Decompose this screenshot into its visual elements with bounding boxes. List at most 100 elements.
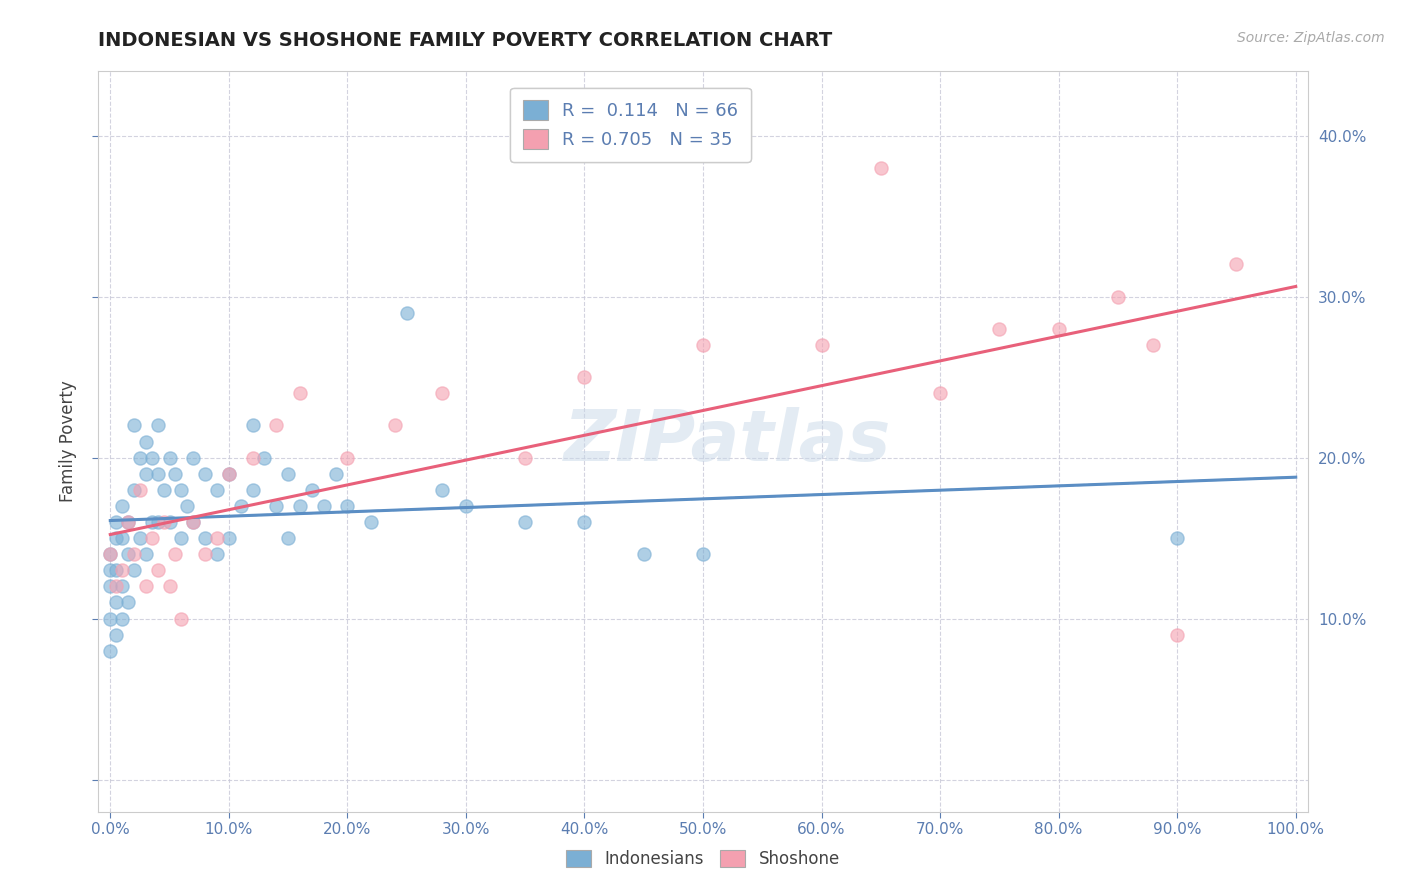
Point [205, 547, 228, 561]
Point [264, 418, 287, 433]
Point [98, 547, 121, 561]
Point [98, 644, 121, 658]
Point [105, 595, 128, 609]
Point [122, 483, 145, 497]
Point [384, 418, 406, 433]
Point [98, 547, 121, 561]
Y-axis label: Family Poverty: Family Poverty [59, 381, 77, 502]
Point [869, 161, 891, 175]
Point [129, 531, 152, 545]
Point [432, 386, 454, 401]
Point [181, 450, 204, 465]
Point [692, 338, 714, 352]
Point [336, 450, 359, 465]
Point [432, 483, 454, 497]
Point [176, 499, 198, 513]
Point [122, 418, 145, 433]
Point [146, 563, 169, 577]
Point [205, 531, 228, 545]
Point [105, 531, 128, 545]
Point [117, 515, 139, 529]
Point [194, 467, 217, 481]
Point [159, 450, 181, 465]
Point [1166, 531, 1188, 545]
Point [574, 515, 596, 529]
Text: INDONESIAN VS SHOSHONE FAMILY POVERTY CORRELATION CHART: INDONESIAN VS SHOSHONE FAMILY POVERTY CO… [98, 31, 832, 50]
Point [98, 563, 121, 577]
Point [135, 467, 157, 481]
Point [301, 483, 323, 497]
Point [152, 483, 174, 497]
Point [98, 579, 121, 593]
Point [1225, 258, 1247, 272]
Point [574, 370, 596, 384]
Point [242, 450, 264, 465]
Point [117, 547, 139, 561]
Point [218, 467, 240, 481]
Point [165, 467, 187, 481]
Point [218, 467, 240, 481]
Point [111, 611, 134, 625]
Point [633, 547, 655, 561]
Point [111, 579, 134, 593]
Point [135, 547, 157, 561]
Point [218, 531, 240, 545]
Point [277, 531, 299, 545]
Point [152, 515, 174, 529]
Point [146, 418, 169, 433]
Legend: Indonesians, Shoshone: Indonesians, Shoshone [560, 843, 846, 875]
Point [170, 483, 193, 497]
Point [170, 531, 193, 545]
Point [159, 515, 181, 529]
Point [336, 499, 359, 513]
Point [253, 450, 276, 465]
Point [111, 563, 134, 577]
Point [1107, 290, 1129, 304]
Point [988, 322, 1011, 336]
Point [122, 563, 145, 577]
Point [360, 515, 382, 529]
Point [1047, 322, 1070, 336]
Point [105, 515, 128, 529]
Point [141, 515, 163, 529]
Point [1166, 628, 1188, 642]
Point [288, 386, 311, 401]
Point [122, 547, 145, 561]
Point [135, 579, 157, 593]
Point [205, 483, 228, 497]
Point [929, 386, 952, 401]
Point [325, 467, 347, 481]
Point [181, 515, 204, 529]
Point [170, 611, 193, 625]
Point [277, 467, 299, 481]
Point [288, 499, 311, 513]
Point [242, 483, 264, 497]
Point [129, 450, 152, 465]
Point [194, 547, 217, 561]
Text: Source: ZipAtlas.com: Source: ZipAtlas.com [1237, 31, 1385, 45]
Point [395, 306, 418, 320]
Point [117, 595, 139, 609]
Point [181, 515, 204, 529]
Point [159, 579, 181, 593]
Point [111, 531, 134, 545]
Point [454, 499, 477, 513]
Point [141, 531, 163, 545]
Point [229, 499, 252, 513]
Point [111, 499, 134, 513]
Point [141, 450, 163, 465]
Point [129, 483, 152, 497]
Point [242, 418, 264, 433]
Point [117, 515, 139, 529]
Point [194, 531, 217, 545]
Point [810, 338, 832, 352]
Point [165, 547, 187, 561]
Point [98, 611, 121, 625]
Legend: R =  0.114   N = 66, R = 0.705   N = 35: R = 0.114 N = 66, R = 0.705 N = 35 [510, 87, 751, 161]
Point [105, 628, 128, 642]
Point [1142, 338, 1164, 352]
Text: ZIPatlas: ZIPatlas [564, 407, 891, 476]
Point [105, 579, 128, 593]
Point [515, 515, 537, 529]
Point [692, 547, 714, 561]
